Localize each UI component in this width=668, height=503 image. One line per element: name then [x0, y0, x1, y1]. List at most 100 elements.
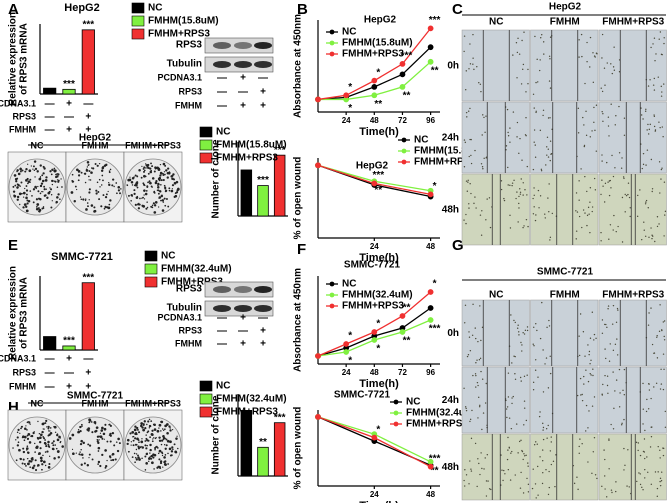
cell-dot: [583, 144, 586, 147]
cell-dot: [601, 319, 604, 321]
colony-dot: [40, 433, 43, 437]
colony-dot: [90, 421, 93, 423]
cell-dot: [618, 406, 621, 408]
cell-dot: [578, 56, 580, 58]
cell-dot: [641, 167, 643, 170]
cell-dot: [534, 483, 537, 485]
treatment-sign: —: [64, 368, 74, 379]
x-tick-label: 48: [370, 368, 379, 377]
plate-label: FMHM: [82, 398, 109, 408]
cell-dot: [477, 384, 479, 387]
cell-dot: [472, 374, 474, 377]
cell-dot: [650, 436, 653, 438]
colony-dot: [163, 456, 166, 459]
cell-dot: [637, 194, 639, 197]
cell-dot: [523, 407, 526, 409]
cell-dot: [539, 456, 541, 458]
colony-dot: [88, 457, 90, 459]
colony-dot: [110, 459, 113, 462]
colony-dot: [111, 454, 114, 456]
colony-dot: [96, 164, 99, 167]
cell-dot: [478, 462, 480, 465]
cell-dot: [546, 437, 548, 439]
cell-dot: [637, 442, 640, 444]
cell-dot: [644, 110, 647, 112]
colony-dot: [169, 441, 172, 443]
cell-dot: [579, 438, 581, 440]
colony-dot: [162, 173, 165, 177]
legend-label: FMHM(32.4uM): [342, 290, 413, 301]
colony-dot: [149, 443, 152, 447]
cell-dot: [488, 488, 491, 490]
cell-dot: [627, 449, 629, 451]
colony-dot: [27, 163, 29, 165]
cell-dot: [467, 110, 470, 112]
colony-dot: [139, 446, 142, 449]
colony-dot: [12, 185, 15, 188]
colony-dot: [169, 172, 171, 174]
treatment-label: RPS3: [12, 367, 36, 377]
colony-dot: [159, 174, 162, 177]
cell-dot: [648, 128, 651, 131]
colony-dot: [107, 190, 109, 193]
colony-dot: [147, 181, 149, 184]
colony-dot: [93, 206, 96, 209]
cell-dot: [544, 213, 546, 215]
cell-dot: [490, 488, 492, 491]
cell-dot: [662, 447, 665, 450]
significance: ***: [274, 412, 286, 423]
cell-dot: [621, 424, 623, 426]
cell-dot: [524, 329, 527, 332]
colony-dot: [88, 199, 90, 201]
cell-dot: [612, 349, 615, 352]
cell-dot: [661, 329, 663, 332]
colony-dot: [57, 180, 60, 183]
colony-dot: [131, 176, 135, 180]
cell-dot: [642, 488, 644, 491]
y-axis-label: Number of clone: [211, 139, 222, 218]
wound-photo: [530, 299, 599, 367]
colony-dot: [105, 193, 108, 196]
colony-dot: [153, 170, 156, 173]
cell-dot: [469, 460, 471, 462]
legend-label: FMHM(32.4uM): [406, 408, 477, 419]
colony-dot: [130, 199, 132, 202]
colony-dot: [26, 202, 29, 205]
blot-band: [213, 286, 231, 293]
colony-dot: [154, 167, 157, 170]
colony-dot: [88, 421, 91, 424]
colony-dot: [98, 439, 100, 441]
colony-dot: [75, 452, 77, 454]
cell-dot: [587, 461, 589, 463]
cell-dot: [607, 181, 609, 183]
colony-dot: [40, 459, 43, 463]
colony-dot: [51, 183, 54, 186]
colony-dot: [57, 193, 60, 196]
colony-dot: [42, 454, 44, 457]
cell-dot: [465, 222, 467, 225]
colony-dot: [44, 442, 47, 445]
colony-dot: [31, 194, 33, 197]
colony-dot: [34, 459, 37, 462]
legend-marker: [329, 281, 335, 287]
cell-dot: [593, 177, 596, 180]
cell-dot: [464, 322, 466, 324]
x-axis-label: Time(h): [359, 378, 399, 390]
colony-dot: [36, 170, 39, 173]
panel-letter: A: [8, 1, 19, 18]
cell-dot: [464, 485, 466, 487]
colony-dot: [55, 173, 57, 176]
data-point: [371, 337, 378, 343]
colony-dot: [41, 190, 43, 193]
colony-dot: [17, 441, 20, 444]
cell-dot: [618, 152, 621, 154]
x-tick-label: 72: [398, 368, 407, 377]
wound-photo: [598, 29, 667, 102]
cell-dot: [542, 422, 544, 425]
colony-dot: [158, 449, 162, 453]
colony-dot: [108, 170, 111, 172]
cell-dot: [606, 326, 608, 329]
cell-dot: [605, 323, 607, 326]
colony-dot: [168, 447, 172, 451]
data-point: [343, 92, 350, 99]
